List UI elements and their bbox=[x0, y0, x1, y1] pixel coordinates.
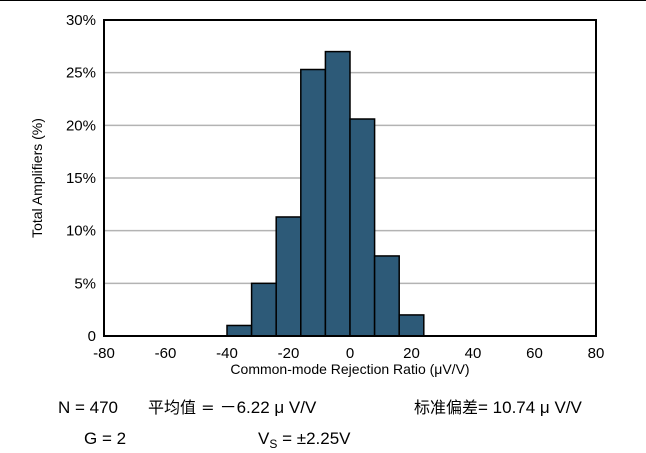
y-axis-title: Total Amplifiers (%) bbox=[29, 118, 45, 238]
y-tick-label: 5% bbox=[74, 275, 96, 292]
supply-voltage-prefix: V bbox=[258, 429, 270, 448]
x-tick-label: 20 bbox=[403, 345, 420, 362]
supply-voltage-subscript: S bbox=[269, 437, 278, 451]
x-tick-label: -80 bbox=[93, 345, 115, 362]
histogram-bar bbox=[226, 324, 253, 337]
mean-label: 平均值 = bbox=[148, 398, 220, 417]
y-tick-label: 0 bbox=[88, 328, 96, 345]
histogram-bar bbox=[324, 50, 351, 337]
histogram-bar bbox=[398, 314, 425, 337]
std-annotation: 标准偏差= 10.74 μ V/V bbox=[414, 398, 582, 418]
histogram-bar bbox=[250, 282, 277, 337]
mean-value: －6.22 μ V/V bbox=[219, 398, 317, 417]
histogram-bar bbox=[300, 68, 327, 337]
histogram-bar bbox=[373, 255, 400, 337]
top-rule bbox=[0, 0, 646, 1]
plot-frame bbox=[103, 19, 597, 337]
x-tick-label: -20 bbox=[278, 345, 300, 362]
x-tick-label: -40 bbox=[216, 345, 238, 362]
histogram-bar bbox=[349, 118, 376, 337]
supply-voltage-value: = ±2.25V bbox=[277, 429, 351, 448]
y-tick-labels: 0 5% 10% 15% 20% 25% 30% bbox=[66, 12, 96, 345]
x-tick-label: 0 bbox=[346, 345, 354, 362]
y-tick-label: 20% bbox=[66, 117, 96, 134]
bars bbox=[226, 50, 425, 337]
x-tick-label: 40 bbox=[465, 345, 482, 362]
y-tick-label: 25% bbox=[66, 65, 96, 82]
x-tick-label: 80 bbox=[588, 345, 605, 362]
y-tick-label: 30% bbox=[66, 12, 96, 29]
sample-count: N = 470 bbox=[58, 398, 119, 417]
supply-voltage-annotation: VS = ±2.25V bbox=[258, 429, 351, 451]
gain-annotation: G = 2 bbox=[84, 429, 127, 448]
std-label: 标准偏差 bbox=[414, 398, 479, 417]
x-tick-label: 60 bbox=[526, 345, 543, 362]
mean-annotation: 平均值 = －6.22 μ V/V bbox=[148, 398, 316, 418]
y-tick-label: 15% bbox=[66, 170, 96, 187]
std-value: = 10.74 μ V/V bbox=[478, 398, 582, 417]
histogram-bar bbox=[275, 216, 302, 337]
x-axis-title: Common-mode Rejection Ratio (μV/V) bbox=[230, 361, 469, 377]
x-tick-labels: -80 -60 -40 -20 0 20 40 60 80 bbox=[93, 345, 604, 362]
y-tick-label: 10% bbox=[66, 223, 96, 240]
x-tick-label: -60 bbox=[155, 345, 177, 362]
